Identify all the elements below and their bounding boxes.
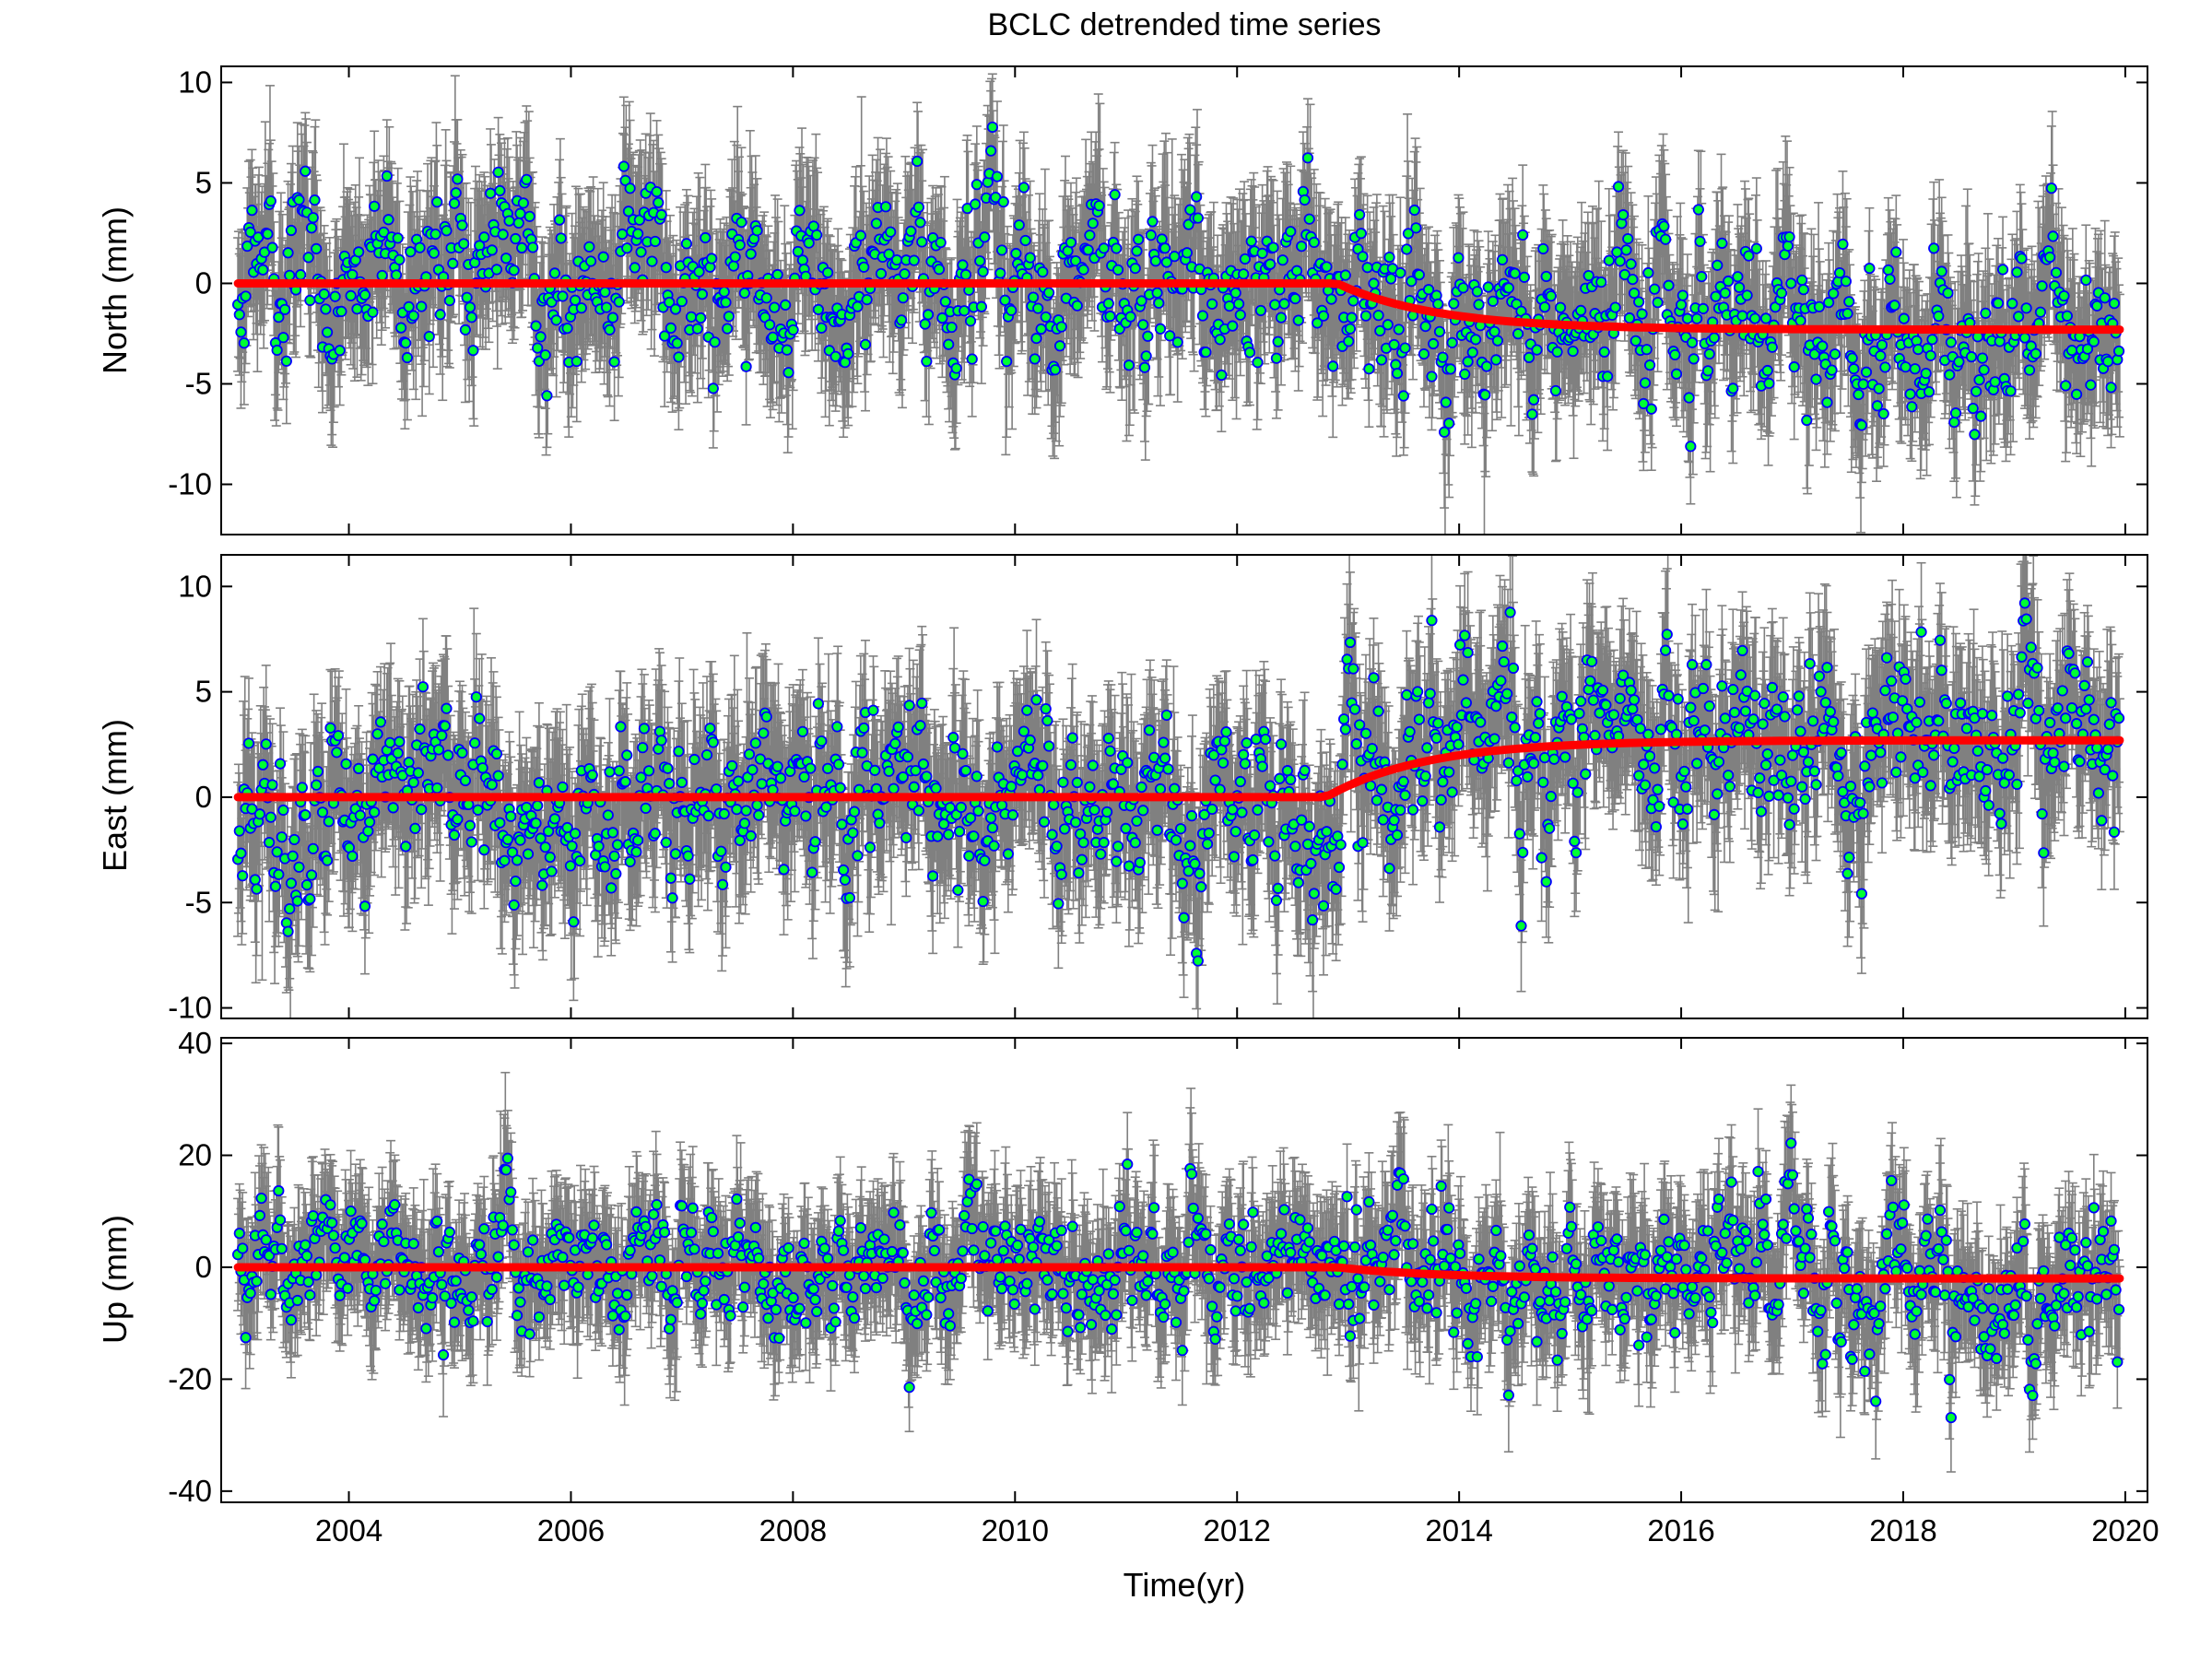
north-data-layer	[231, 73, 2125, 535]
chart-title: BCLC detrended time series	[987, 7, 1381, 42]
